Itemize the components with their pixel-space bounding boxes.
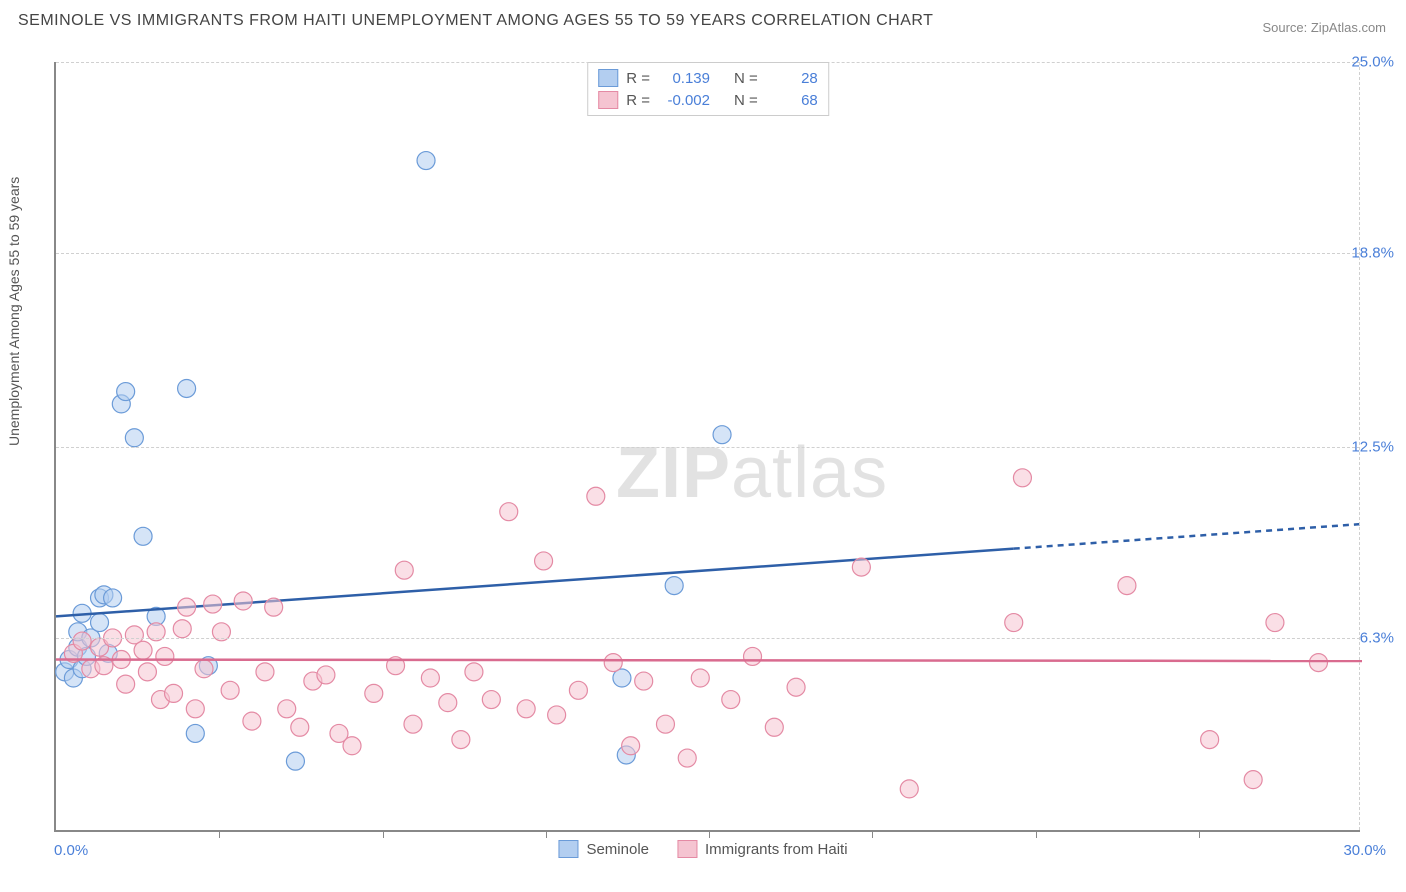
- xmin-label: 0.0%: [54, 842, 88, 859]
- data-point: [91, 614, 109, 632]
- data-point: [256, 663, 274, 681]
- swatch-haiti: [598, 91, 618, 109]
- data-point: [178, 598, 196, 616]
- data-point: [1005, 614, 1023, 632]
- legend-item-seminole: Seminole: [558, 840, 649, 858]
- data-point: [73, 632, 91, 650]
- data-point: [635, 672, 653, 690]
- series-legend: Seminole Immigrants from Haiti: [558, 840, 847, 858]
- ytick-label: 25.0%: [1351, 54, 1394, 71]
- data-point: [722, 691, 740, 709]
- data-point: [587, 487, 605, 505]
- data-point: [404, 715, 422, 733]
- n-value-seminole: 28: [766, 70, 818, 87]
- data-point: [104, 589, 122, 607]
- stats-legend-box: R = 0.139 N = 28 R = -0.002 N = 68: [587, 62, 829, 116]
- legend-label-haiti: Immigrants from Haiti: [705, 841, 848, 858]
- data-point: [278, 700, 296, 718]
- r-value-haiti: -0.002: [658, 92, 710, 109]
- ytick-label: 6.3%: [1360, 629, 1394, 646]
- data-point: [569, 681, 587, 699]
- data-point: [156, 647, 174, 665]
- data-point: [178, 379, 196, 397]
- r-label: R =: [626, 92, 650, 109]
- data-point: [186, 700, 204, 718]
- data-point: [665, 577, 683, 595]
- data-point: [317, 666, 335, 684]
- data-point: [656, 715, 674, 733]
- data-point: [1118, 577, 1136, 595]
- stats-row-haiti: R = -0.002 N = 68: [598, 89, 818, 111]
- data-point: [286, 752, 304, 770]
- data-point: [691, 669, 709, 687]
- y-axis-label: Unemployment Among Ages 55 to 59 years: [6, 177, 22, 446]
- data-point: [204, 595, 222, 613]
- data-point: [265, 598, 283, 616]
- data-point: [343, 737, 361, 755]
- plot-area: R = 0.139 N = 28 R = -0.002 N = 68 ZIPat…: [54, 62, 1360, 832]
- data-point: [517, 700, 535, 718]
- data-point: [165, 684, 183, 702]
- data-point: [365, 684, 383, 702]
- data-point: [134, 527, 152, 545]
- data-point: [604, 654, 622, 672]
- data-point: [678, 749, 696, 767]
- trend-line-extrapolated: [1014, 524, 1362, 549]
- r-value-seminole: 0.139: [658, 70, 710, 87]
- data-point: [421, 669, 439, 687]
- data-point: [713, 426, 731, 444]
- data-point: [622, 737, 640, 755]
- legend-label-seminole: Seminole: [586, 841, 649, 858]
- source-label: Source: ZipAtlas.com: [1262, 20, 1386, 35]
- ytick-label: 18.8%: [1351, 244, 1394, 261]
- n-label: N =: [734, 70, 758, 87]
- data-point: [765, 718, 783, 736]
- legend-swatch-seminole: [558, 840, 578, 858]
- n-label: N =: [734, 92, 758, 109]
- data-point: [744, 647, 762, 665]
- data-point: [465, 663, 483, 681]
- legend-item-haiti: Immigrants from Haiti: [677, 840, 848, 858]
- data-point: [291, 718, 309, 736]
- data-point: [1266, 614, 1284, 632]
- data-point: [482, 691, 500, 709]
- data-point: [535, 552, 553, 570]
- data-point: [173, 620, 191, 638]
- data-point: [417, 152, 435, 170]
- data-point: [852, 558, 870, 576]
- xmax-label: 30.0%: [1343, 842, 1386, 859]
- data-point: [234, 592, 252, 610]
- data-point: [221, 681, 239, 699]
- trend-line: [56, 660, 1362, 662]
- data-point: [186, 724, 204, 742]
- swatch-seminole: [598, 69, 618, 87]
- data-point: [1244, 771, 1262, 789]
- data-point: [439, 694, 457, 712]
- data-point: [243, 712, 261, 730]
- data-point: [500, 503, 518, 521]
- chart-svg: [56, 62, 1360, 830]
- data-point: [548, 706, 566, 724]
- data-point: [1201, 731, 1219, 749]
- data-point: [117, 383, 135, 401]
- ytick-label: 12.5%: [1351, 439, 1394, 456]
- chart-container: SEMINOLE VS IMMIGRANTS FROM HAITI UNEMPL…: [0, 0, 1406, 892]
- stats-row-seminole: R = 0.139 N = 28: [598, 67, 818, 89]
- n-value-haiti: 68: [766, 92, 818, 109]
- data-point: [195, 660, 213, 678]
- data-point: [117, 675, 135, 693]
- data-point: [138, 663, 156, 681]
- data-point: [452, 731, 470, 749]
- data-point: [395, 561, 413, 579]
- data-point: [900, 780, 918, 798]
- data-point: [1309, 654, 1327, 672]
- r-label: R =: [626, 70, 650, 87]
- data-point: [1013, 469, 1031, 487]
- data-point: [134, 641, 152, 659]
- chart-title: SEMINOLE VS IMMIGRANTS FROM HAITI UNEMPL…: [18, 12, 933, 30]
- data-point: [787, 678, 805, 696]
- data-point: [125, 429, 143, 447]
- legend-swatch-haiti: [677, 840, 697, 858]
